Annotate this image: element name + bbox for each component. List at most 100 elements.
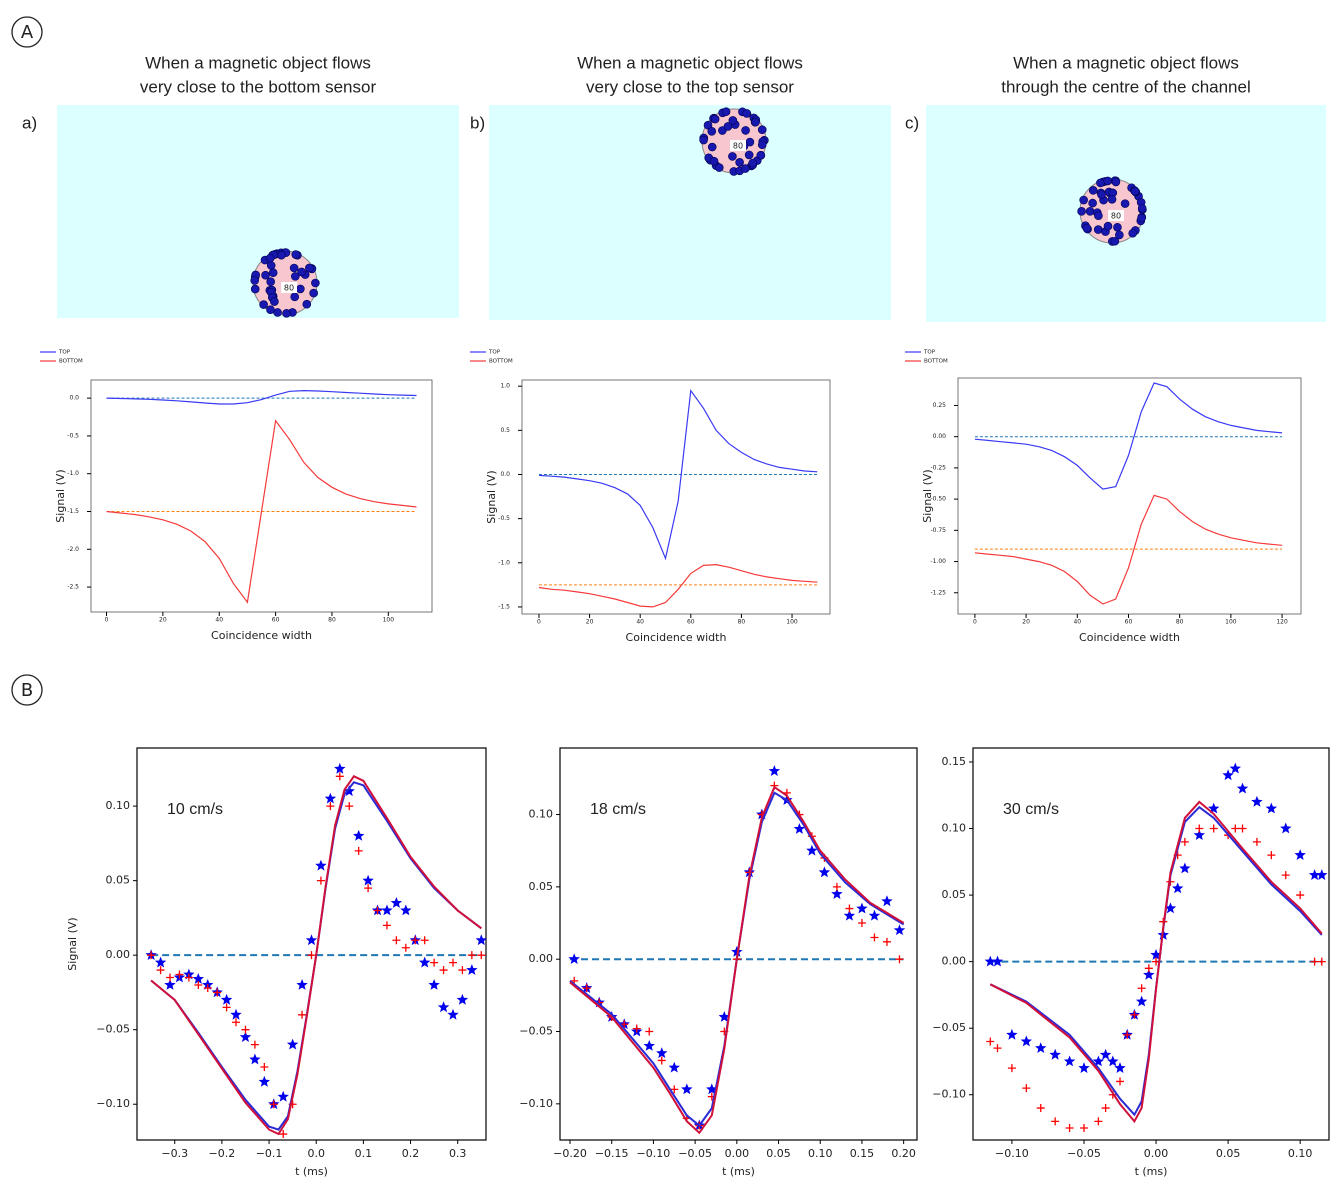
- y-tick-label: 0.25: [933, 402, 947, 409]
- panel-label: a): [22, 113, 37, 132]
- plus-marker: [645, 1028, 653, 1036]
- plus-marker: [1239, 825, 1247, 833]
- plus-marker: [260, 1063, 268, 1071]
- plus-marker: [1080, 1124, 1088, 1132]
- x-axis-label: Coincidence width: [626, 631, 727, 644]
- channel: [489, 105, 891, 320]
- plus-marker: [157, 966, 165, 974]
- object-tag-text: 80: [1111, 212, 1121, 221]
- plus-marker: [421, 936, 429, 944]
- star-marker: [1114, 1062, 1125, 1073]
- plus-marker: [1253, 838, 1261, 846]
- star-marker: [315, 860, 326, 871]
- particle: [290, 264, 298, 272]
- legend-label: TOP: [923, 350, 936, 356]
- y-tick-label: 0.0: [69, 395, 79, 402]
- annotation: 30 cm/s: [1003, 801, 1059, 818]
- particle: [298, 268, 306, 276]
- plus-marker: [458, 966, 466, 974]
- plus-marker: [833, 883, 841, 891]
- y-tick-label: -1.5: [67, 508, 79, 515]
- plus-marker: [402, 944, 410, 952]
- particle: [1094, 226, 1102, 234]
- plus-marker: [1210, 825, 1218, 833]
- particle: [1104, 222, 1112, 230]
- y-tick-label: -2.0: [67, 546, 79, 553]
- plus-marker: [326, 802, 334, 810]
- particle: [757, 151, 765, 159]
- plus-marker: [986, 1038, 994, 1046]
- particle: [277, 251, 285, 259]
- plus-marker: [1116, 1077, 1124, 1085]
- particle: [269, 269, 277, 277]
- plus-marker: [1145, 964, 1153, 972]
- particle: [745, 151, 753, 159]
- plus-marker: [298, 1011, 306, 1019]
- annotation: 18 cm/s: [590, 801, 646, 818]
- particle: [1113, 223, 1121, 231]
- particle: [1112, 178, 1120, 186]
- x-tick-label: 100: [786, 619, 798, 626]
- plot-frame: [958, 378, 1301, 614]
- star-marker: [221, 994, 232, 1005]
- plus-marker: [355, 847, 363, 855]
- star-marker: [1230, 763, 1241, 774]
- star-marker: [230, 1009, 241, 1020]
- star-marker: [278, 1091, 289, 1102]
- particle: [291, 293, 299, 301]
- plus-marker: [1267, 851, 1275, 859]
- plus-marker: [994, 1044, 1002, 1052]
- particle: [1086, 207, 1094, 215]
- particle: [1129, 229, 1137, 237]
- star-marker: [1251, 796, 1262, 807]
- x-tick-label: 60: [1125, 619, 1133, 626]
- particle: [267, 261, 275, 269]
- particle: [1108, 195, 1116, 203]
- x-axis-label: Coincidence width: [1079, 631, 1180, 644]
- star-marker: [1316, 869, 1327, 880]
- star-marker: [1100, 1049, 1111, 1060]
- plus-marker: [223, 1003, 231, 1011]
- x-tick-label: 0.0: [307, 1147, 325, 1160]
- plus-marker: [383, 921, 391, 929]
- x-tick-label: 80: [328, 617, 336, 624]
- caption: When a magnetic object flows: [145, 53, 371, 72]
- y-tick-label: 0.15: [942, 755, 967, 768]
- particle: [1096, 179, 1104, 187]
- x-tick-label: 0.05: [1216, 1147, 1241, 1160]
- series-line: [107, 391, 417, 404]
- y-tick-label: 0.00: [942, 955, 967, 968]
- particle: [710, 157, 718, 165]
- x-axis-label: t (ms): [295, 1165, 328, 1178]
- star-marker: [1107, 1056, 1118, 1067]
- particle: [742, 126, 750, 134]
- x-tick-label: 0.05: [766, 1147, 791, 1160]
- star-marker: [391, 897, 402, 908]
- star-marker: [1021, 1036, 1032, 1047]
- plus-marker: [1318, 958, 1326, 966]
- star-marker: [259, 1076, 270, 1087]
- star-marker: [419, 957, 430, 968]
- star-marker: [476, 934, 487, 945]
- star-marker: [1035, 1042, 1046, 1053]
- star-marker: [1237, 783, 1248, 794]
- particle: [251, 277, 259, 285]
- series-line: [539, 565, 817, 607]
- caption: very close to the top sensor: [586, 77, 794, 96]
- particle: [700, 136, 708, 144]
- star-marker: [1266, 803, 1278, 814]
- star-marker: [881, 895, 892, 906]
- y-tick-label: 1.0: [500, 383, 510, 390]
- star-marker: [306, 934, 317, 945]
- star-marker: [249, 1054, 260, 1065]
- y-axis-label: Signal (V): [66, 917, 79, 970]
- legend-label: BOTTOM: [924, 359, 948, 365]
- star-marker: [1064, 1056, 1075, 1067]
- star-marker: [325, 793, 336, 804]
- particle: [1131, 187, 1139, 195]
- y-tick-label: -2.5: [67, 584, 79, 591]
- plus-marker: [1102, 1104, 1110, 1112]
- plus-marker: [870, 933, 878, 941]
- plus-marker: [1282, 871, 1290, 879]
- plus-marker: [232, 1018, 240, 1026]
